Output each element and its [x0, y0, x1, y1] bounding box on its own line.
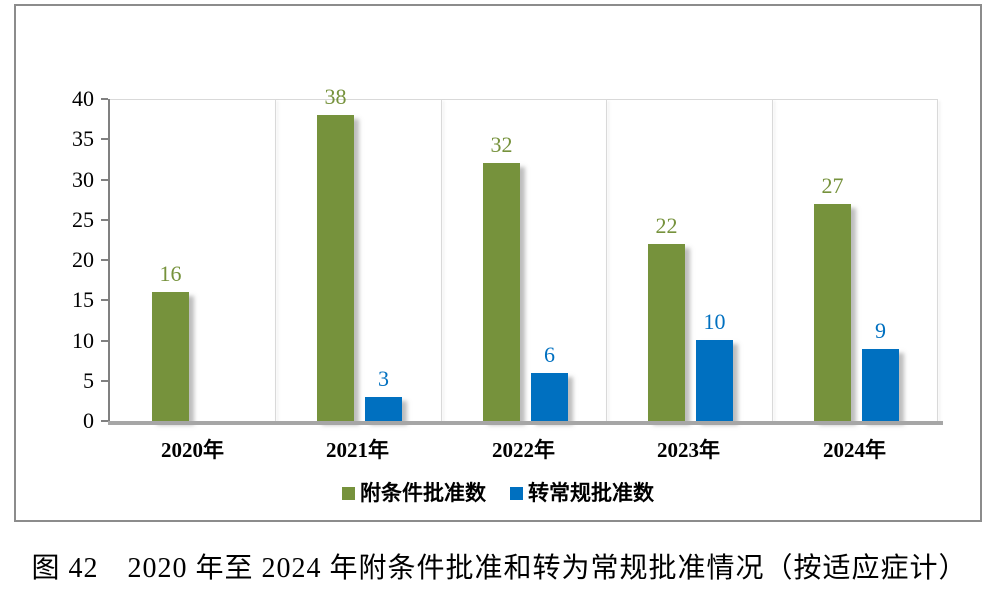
bar-附条件批准数-2024年 [814, 204, 851, 421]
y-axis-tick-label: 20 [72, 247, 94, 272]
bar-附条件批准数-2022年 [483, 163, 520, 421]
bar-value-label: 3 [378, 366, 389, 391]
y-axis-tick-label: 35 [72, 126, 94, 151]
bar-value-label: 9 [875, 318, 886, 343]
bar-转常规批准数-2022年 [531, 373, 568, 421]
category-gridline [275, 99, 276, 421]
legend-label: 附条件批准数 [360, 481, 486, 505]
y-axis-tick-label: 5 [83, 368, 94, 393]
bar-value-label: 6 [544, 342, 555, 367]
bar-value-label: 16 [159, 261, 182, 286]
category-gridline [441, 99, 442, 421]
legend-swatch-icon [342, 486, 355, 500]
x-axis-line [108, 421, 943, 425]
bar-value-label: 27 [821, 173, 844, 198]
y-axis-tick-mark [101, 340, 108, 342]
y-axis-tick-mark [101, 299, 108, 301]
y-axis-tick-mark [101, 219, 108, 221]
plot-right-border [937, 99, 938, 421]
bar-value-label: 10 [703, 309, 726, 334]
bar-附条件批准数-2023年 [648, 244, 685, 421]
y-axis-tick-label: 10 [72, 328, 94, 353]
y-axis-tick-mark [101, 380, 108, 382]
y-axis-tick-label: 15 [72, 287, 94, 312]
bar-附条件批准数-2021年 [317, 115, 354, 421]
y-axis-tick-mark [101, 98, 108, 100]
bar-value-label: 38 [324, 84, 347, 109]
chart-figure-box: 0 5 10 15 20 25 30 35 40 16 38 32 22 27 3 6 10 9 2020年 202… [14, 4, 982, 522]
x-axis-category-label: 2023年 [657, 438, 720, 462]
y-axis-tick-mark [101, 138, 108, 140]
bar-转常规批准数-2021年 [365, 397, 402, 421]
y-axis-tick-label: 0 [83, 408, 94, 433]
bar-转常规批准数-2024年 [862, 349, 899, 421]
bar-value-label: 22 [655, 213, 678, 238]
legend-label: 转常规批准数 [528, 481, 654, 505]
x-axis-category-label: 2020年 [161, 438, 224, 462]
bar-转常规批准数-2023年 [696, 340, 733, 421]
label-layer: 16 38 32 22 27 3 6 10 9 2020年 2021年 2022年 2023年 2024年 [16, 6, 980, 520]
y-axis-tick-mark [101, 420, 108, 422]
bar-附条件批准数-2020年 [152, 292, 189, 421]
figure-caption: 图 42 2020 年至 2024 年附条件批准和转为常规批准情况（按适应症计） [31, 553, 968, 584]
bar-value-label: 32 [490, 132, 513, 157]
category-gridline [772, 99, 773, 421]
legend-swatch-icon [510, 486, 523, 500]
axis-layer: 0 5 10 15 20 25 30 35 40 [16, 6, 980, 520]
y-axis-tick-mark [101, 179, 108, 181]
x-axis-category-label: 2021年 [326, 438, 389, 462]
plot-area [16, 6, 980, 520]
x-axis-category-label: 2022年 [492, 438, 555, 462]
x-axis-category-label: 2024年 [823, 438, 886, 462]
legend-item-附条件批准数: 附条件批准数 [342, 480, 486, 506]
bar-layer [16, 6, 980, 520]
y-axis-tick-label: 30 [72, 167, 94, 192]
y-axis-tick-label: 40 [72, 86, 94, 111]
category-gridline [606, 99, 607, 421]
chart-legend: 附条件批准数 转常规批准数 [16, 480, 980, 506]
y-axis-line [108, 99, 110, 421]
legend-item-转常规批准数: 转常规批准数 [510, 480, 654, 506]
y-axis-tick-label: 25 [72, 207, 94, 232]
plot-top-border [110, 99, 937, 100]
y-axis-tick-mark [101, 259, 108, 261]
